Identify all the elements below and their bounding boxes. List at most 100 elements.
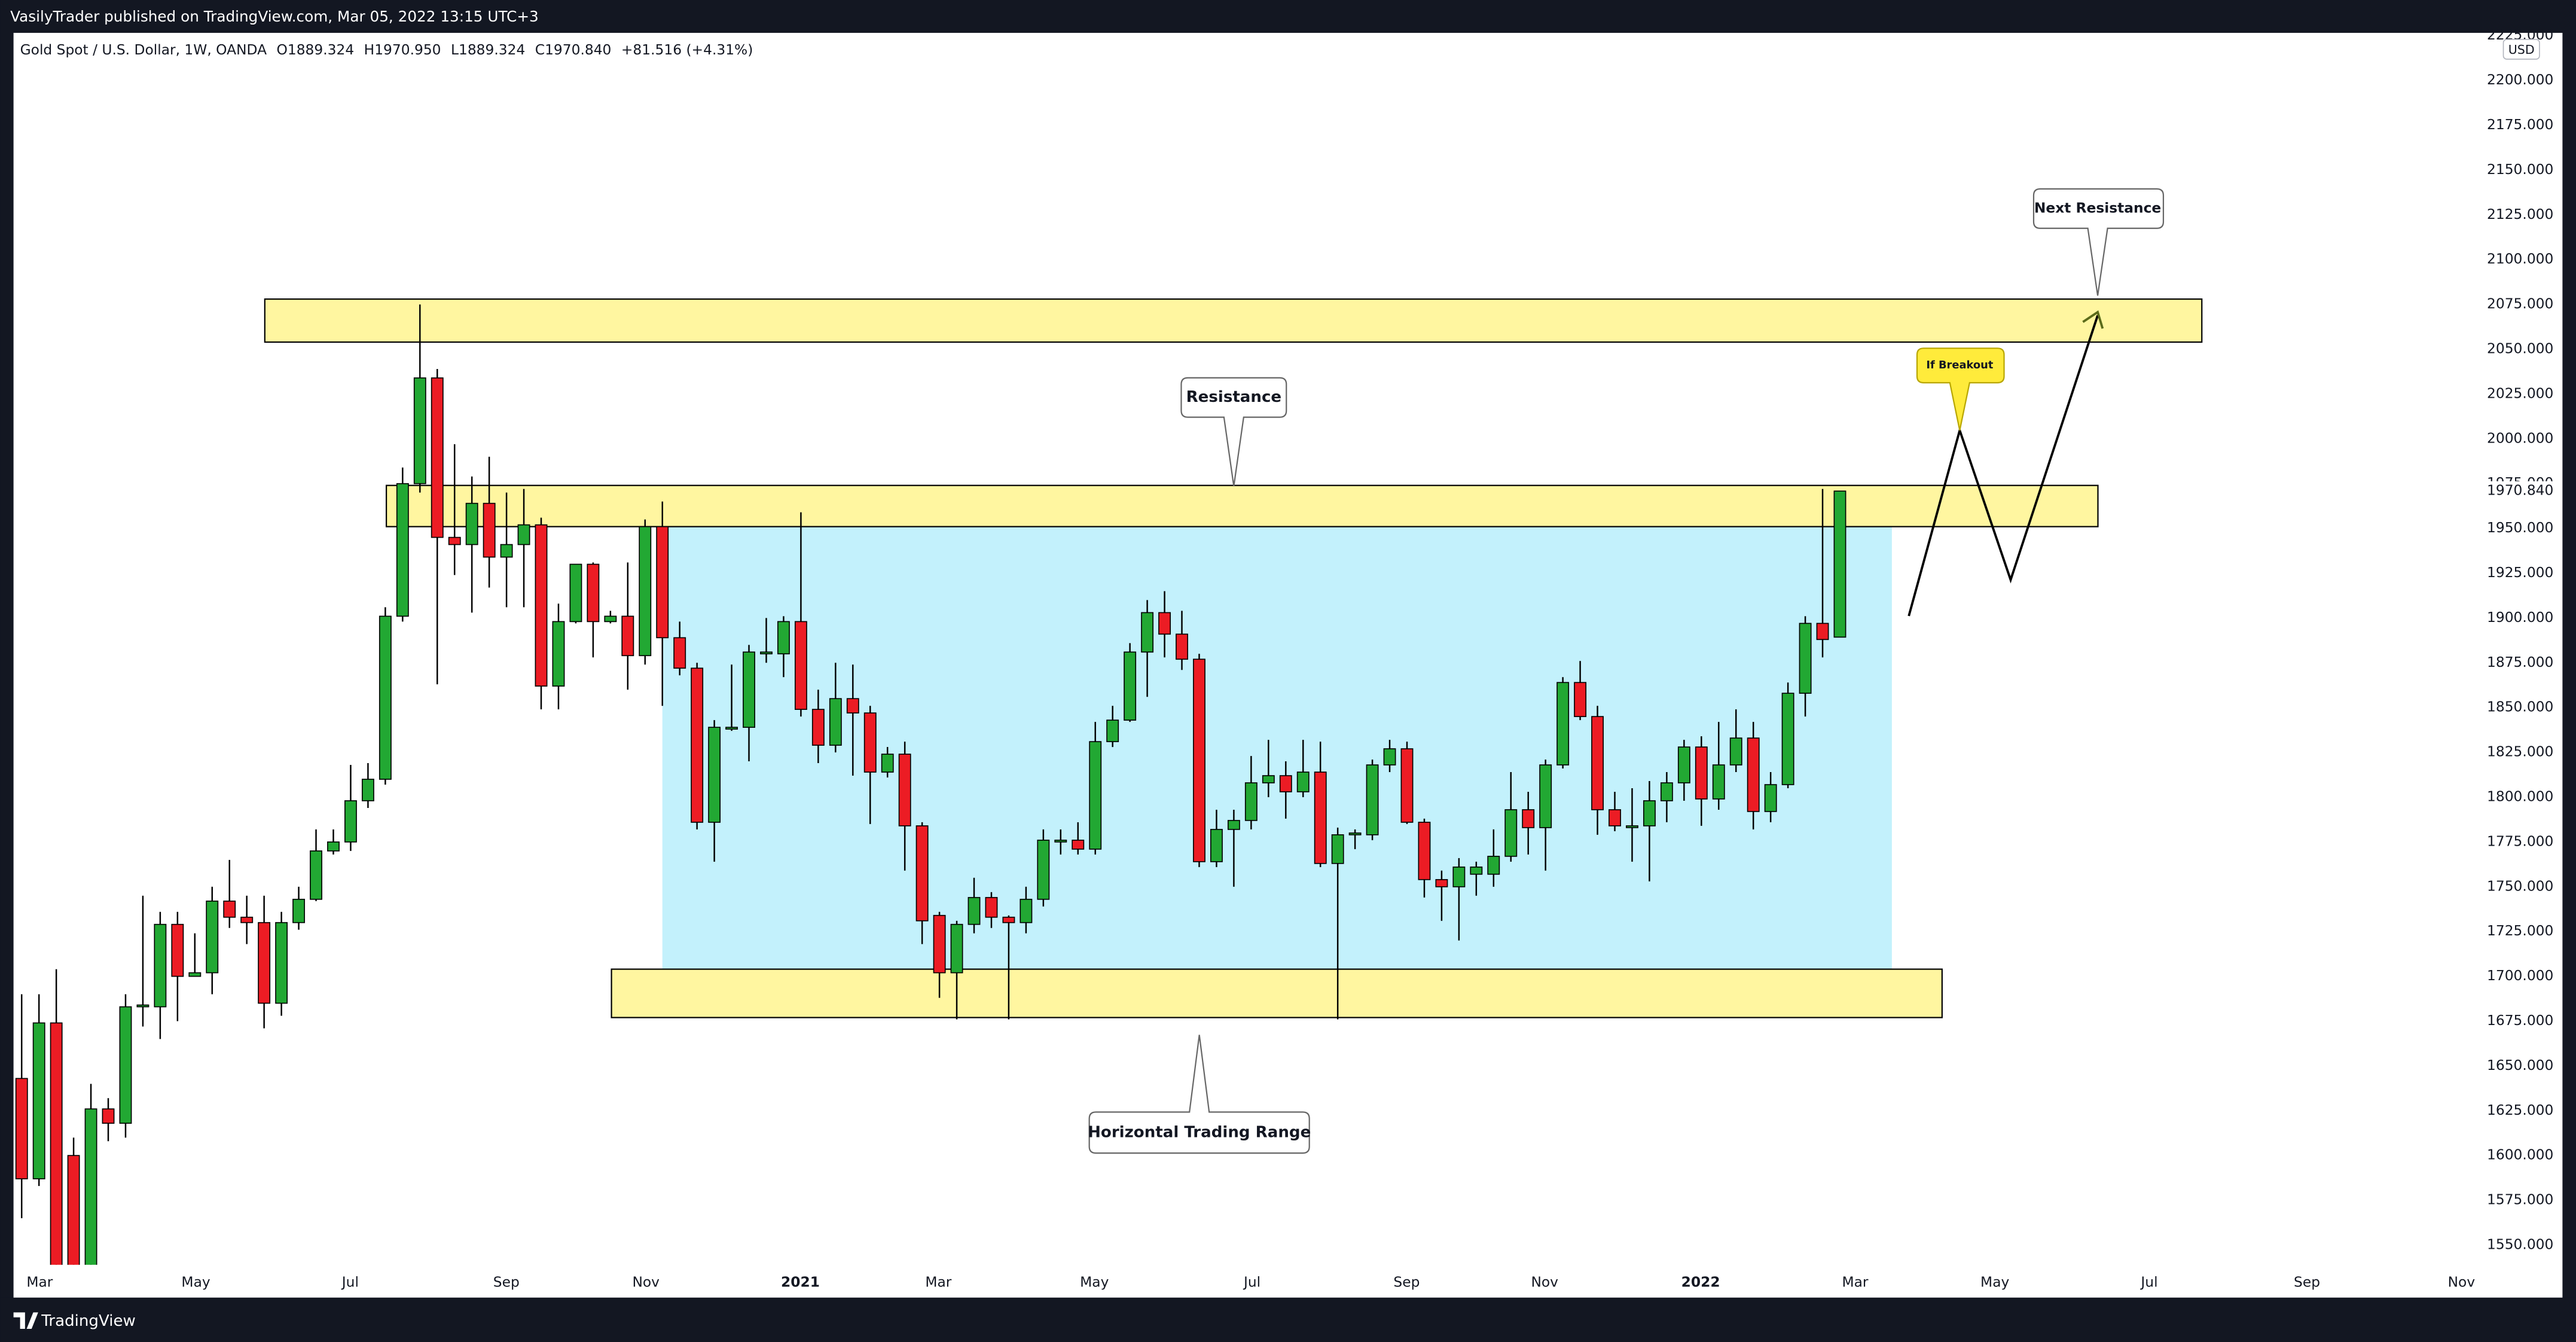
candle-body <box>67 1155 80 1265</box>
candle-body <box>344 800 357 843</box>
ohlc: L1889.324 <box>451 41 525 57</box>
candle-body <box>1452 866 1466 887</box>
candle-body <box>1539 764 1552 828</box>
candle-body <box>1176 633 1188 660</box>
candle-body <box>950 923 963 974</box>
candle-body <box>448 536 461 545</box>
y-tick-label: 2075.000 <box>2487 295 2553 312</box>
candle-body <box>915 825 929 922</box>
candle-body <box>691 667 704 823</box>
candle-body <box>829 698 842 746</box>
annotations: Resistance Next Resistance Horizontal Tr… <box>1088 188 2165 1154</box>
x-tick-label: Sep <box>1393 1274 1420 1291</box>
candle-body <box>1244 782 1258 821</box>
candle-body <box>569 563 582 623</box>
y-tick-label: 2125.000 <box>2487 206 2553 222</box>
candle-body <box>240 916 254 923</box>
candle-body <box>1712 764 1725 800</box>
candle-body <box>500 544 513 558</box>
currency-box <box>2502 39 2540 60</box>
callout <box>1180 377 1287 487</box>
x-tick-label: 2021 <box>781 1274 820 1291</box>
candle-body <box>327 841 340 852</box>
candle-body <box>483 502 496 558</box>
candle-body <box>794 621 807 710</box>
y-tick-label: 1875.000 <box>2487 654 2553 670</box>
candle-body <box>1002 916 1015 923</box>
candle-body <box>1141 612 1154 653</box>
candle-body <box>206 900 219 974</box>
candle-body <box>1833 490 1846 638</box>
candle-body <box>310 850 322 900</box>
candle-body <box>777 621 790 655</box>
candle-body <box>811 709 825 746</box>
candle-body <box>1799 623 1812 694</box>
callout-label: Next Resistance <box>2034 199 2161 216</box>
x-tick-label: Jul <box>2139 1274 2157 1291</box>
y-tick-label: 1675.000 <box>2487 1012 2553 1029</box>
candle-body <box>223 900 236 918</box>
candle-body <box>119 1006 132 1124</box>
candle-body <box>431 377 444 538</box>
x-tick-label: May <box>1980 1274 2009 1291</box>
plot <box>15 298 2203 1265</box>
candle-body <box>1279 775 1292 792</box>
y-tick-label: 2150.000 <box>2487 161 2553 178</box>
candle-body <box>1643 800 1656 826</box>
candle-body <box>1106 719 1119 742</box>
y-tick-label: 1825.000 <box>2487 743 2553 760</box>
y-tick-label: 1950.000 <box>2487 519 2553 536</box>
y-tick-label: 1575.000 <box>2487 1191 2553 1208</box>
candle-body <box>863 712 877 773</box>
candle-body <box>881 754 894 773</box>
zone <box>386 484 2099 527</box>
candle-body <box>985 896 998 918</box>
x-tick-label: Mar <box>1842 1274 1868 1291</box>
y-tick-label: 2200.000 <box>2487 71 2553 88</box>
x-tick-label: Nov <box>2448 1274 2476 1291</box>
candle-body <box>50 1022 63 1265</box>
candle-body <box>102 1108 115 1124</box>
candle-body <box>361 779 374 801</box>
candle-body <box>1626 825 1638 828</box>
symbol-title: Gold Spot / U.S. Dollar, 1W, OANDA <box>20 41 267 57</box>
y-tick-label: 1700.000 <box>2487 967 2553 984</box>
candle-body <box>1331 834 1344 864</box>
candle-body <box>188 972 202 977</box>
x-tick-label: Nov <box>1531 1274 1558 1291</box>
symbol-legend: Gold Spot / U.S. Dollar, 1W, OANDA O1889.… <box>20 41 753 57</box>
candle-body <box>743 651 755 728</box>
candle-body <box>1504 809 1518 857</box>
candle-body <box>587 563 600 623</box>
candle-body <box>1609 809 1621 826</box>
candle-body <box>621 615 634 657</box>
y-tick-label: 2000.000 <box>2487 429 2553 446</box>
callout <box>1916 347 2005 431</box>
candle-body <box>1400 748 1414 823</box>
candle-body <box>708 727 721 823</box>
last-price-box <box>2477 481 2553 501</box>
candle-body <box>1556 682 1570 765</box>
candle-body <box>396 483 409 617</box>
candle-body <box>898 754 911 826</box>
zone <box>611 968 1943 1018</box>
candle-body <box>154 923 167 1008</box>
change: +81.516 (+4.31%) <box>621 41 753 57</box>
candle-body <box>673 637 686 669</box>
y-tick-label: 1800.000 <box>2487 788 2553 804</box>
candle-body <box>967 896 981 925</box>
candle-body <box>1314 771 1327 864</box>
candle-body <box>1210 829 1223 862</box>
y-tick-label: 2025.000 <box>2487 385 2553 401</box>
candle-body <box>1072 840 1085 850</box>
y-tick-label: 1725.000 <box>2487 922 2553 939</box>
candle-body <box>1591 716 1604 810</box>
candle-body <box>136 1004 149 1008</box>
candle-body <box>725 727 738 730</box>
candle-body <box>1487 856 1500 875</box>
candle-body <box>413 377 426 484</box>
ohlc: C1970.840 <box>535 41 612 57</box>
last-price-label: 1970.840 <box>2487 482 2553 499</box>
candle-body <box>275 922 288 1004</box>
candle-body <box>1574 682 1587 717</box>
